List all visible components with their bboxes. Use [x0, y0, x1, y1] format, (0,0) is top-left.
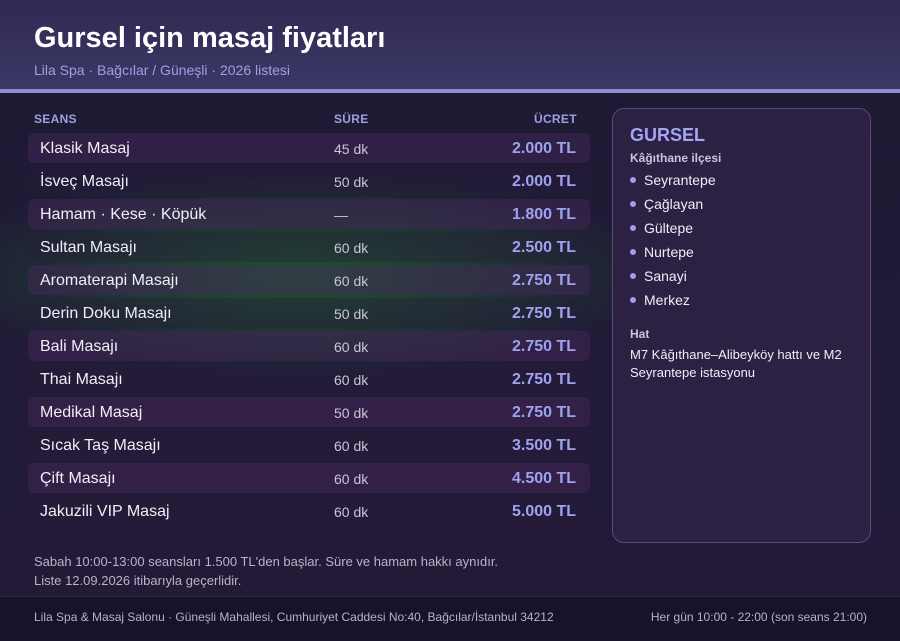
table-row: Bali Masajı 60 dk 2.750 TL: [28, 331, 590, 361]
service-duration: 60 dk: [334, 438, 369, 454]
page-subtitle: Lila Spa · Bağcılar / Güneşli · 2026 lis…: [34, 62, 291, 78]
service-duration: 60 dk: [334, 273, 369, 289]
service-name: Derin Doku Masajı: [40, 305, 172, 322]
price-table: Klasik Masaj 45 dk 2.000 TL İsveç Masajı…: [28, 133, 590, 529]
table-row: Derin Doku Masajı 50 dk 2.750 TL: [28, 298, 590, 328]
column-header-session: SEANS: [34, 112, 77, 126]
footer-address: Lila Spa & Masaj Salonu · Güneşli Mahall…: [34, 610, 554, 624]
service-price: 2.750 TL: [511, 272, 576, 289]
bullet-icon: [630, 225, 636, 231]
service-price: 2.500 TL: [511, 239, 576, 256]
price-notes: Sabah 10:00-13:00 seansları 1.500 TL'den…: [34, 552, 594, 590]
service-duration: 60 dk: [334, 504, 369, 520]
district-subtitle: Kâğıthane ilçesi: [630, 151, 722, 165]
service-price: 3.500 TL: [511, 437, 576, 454]
bullet-icon: [630, 201, 636, 207]
service-duration: 60 dk: [334, 339, 369, 355]
service-duration: 50 dk: [334, 405, 369, 421]
neighborhood-name: Seyrantepe: [644, 172, 716, 188]
table-row: Klasik Masaj 45 dk 2.000 TL: [28, 133, 590, 163]
list-item: Çağlayan: [630, 195, 716, 219]
bullet-icon: [630, 249, 636, 255]
service-name: Hamam · Kese · Köpük: [40, 206, 207, 223]
table-row: İsveç Masajı 50 dk 2.000 TL: [28, 166, 590, 196]
transit-info: M7 Kâğıthane–Alibeyköy hattı ve M2 Seyra…: [630, 347, 842, 380]
district-title: GURSEL: [630, 125, 706, 145]
list-item: Nurtepe: [630, 243, 716, 267]
header-divider: [0, 89, 900, 93]
service-name: Çift Masajı: [40, 470, 116, 487]
service-duration: 50 dk: [334, 174, 369, 190]
service-price: 2.750 TL: [511, 338, 576, 355]
service-price: 5.000 TL: [511, 503, 576, 520]
list-item: Gültepe: [630, 219, 716, 243]
neighborhood-name: Sanayi: [644, 268, 687, 284]
table-row: Medikal Masaj 50 dk 2.750 TL: [28, 397, 590, 427]
service-duration: 60 dk: [334, 471, 369, 487]
bullet-icon: [630, 177, 636, 183]
list-item: Seyrantepe: [630, 171, 716, 195]
service-duration: 50 dk: [334, 306, 369, 322]
service-name: Medikal Masaj: [40, 404, 143, 421]
table-row: Çift Masajı 60 dk 4.500 TL: [28, 463, 590, 493]
note-line: Sabah 10:00-13:00 seansları 1.500 TL'den…: [34, 554, 499, 569]
column-header-price: ÜCRET: [534, 112, 577, 126]
service-price: 2.750 TL: [511, 371, 576, 388]
service-name: İsveç Masajı: [40, 173, 129, 190]
table-row: Jakuzili VIP Masaj 60 dk 5.000 TL: [28, 496, 590, 526]
note-line: Liste 12.09.2026 itibarıyla geçerlidir.: [34, 573, 242, 588]
service-name: Jakuzili VIP Masaj: [40, 503, 170, 520]
service-name: Sultan Masajı: [40, 239, 137, 256]
service-name: Sıcak Taş Masajı: [40, 437, 161, 454]
bullet-icon: [630, 273, 636, 279]
neighborhood-name: Çağlayan: [644, 196, 704, 212]
service-duration: —: [334, 207, 348, 223]
bullet-icon: [630, 297, 636, 303]
list-item: Sanayi: [630, 267, 716, 291]
list-item: Merkez: [630, 291, 716, 315]
service-name: Aromaterapi Masajı: [40, 272, 179, 289]
neighborhood-name: Nurtepe: [644, 244, 694, 260]
column-header-duration: SÜRE: [334, 112, 369, 126]
page-header: Gursel için masaj fiyatları Lila Spa · B…: [0, 0, 900, 89]
table-row: Sıcak Taş Masajı 60 dk 3.500 TL: [28, 430, 590, 460]
neighborhood-list: Seyrantepe Çağlayan Gültepe Nurtepe Sana…: [630, 171, 716, 315]
transit-label: Hat: [630, 327, 650, 341]
service-price: 4.500 TL: [511, 470, 576, 487]
table-row: Aromaterapi Masajı 60 dk 2.750 TL: [28, 265, 590, 295]
service-price: 1.800 TL: [511, 206, 576, 223]
service-price: 2.000 TL: [511, 173, 576, 190]
page-title: Gursel için masaj fiyatları: [34, 22, 386, 54]
district-panel: GURSEL Kâğıthane ilçesi Seyrantepe Çağla…: [612, 108, 871, 543]
service-duration: 60 dk: [334, 372, 369, 388]
footer-hours: Her gün 10:00 - 22:00 (son seans 21:00): [650, 610, 867, 624]
table-row: Sultan Masajı 60 dk 2.500 TL: [28, 232, 590, 262]
service-name: Thai Masajı: [40, 371, 123, 388]
service-name: Bali Masajı: [40, 338, 119, 355]
service-duration: 60 dk: [334, 240, 369, 256]
neighborhood-name: Merkez: [644, 292, 690, 308]
table-row: Hamam · Kese · Köpük — 1.800 TL: [28, 199, 590, 229]
page-footer: Lila Spa & Masaj Salonu · Güneşli Mahall…: [0, 596, 900, 641]
service-name: Klasik Masaj: [40, 140, 130, 157]
service-price: 2.000 TL: [511, 140, 576, 157]
service-price: 2.750 TL: [511, 305, 576, 322]
table-row: Thai Masajı 60 dk 2.750 TL: [28, 364, 590, 394]
service-price: 2.750 TL: [511, 404, 576, 421]
neighborhood-name: Gültepe: [644, 220, 694, 236]
service-duration: 45 dk: [334, 141, 369, 157]
